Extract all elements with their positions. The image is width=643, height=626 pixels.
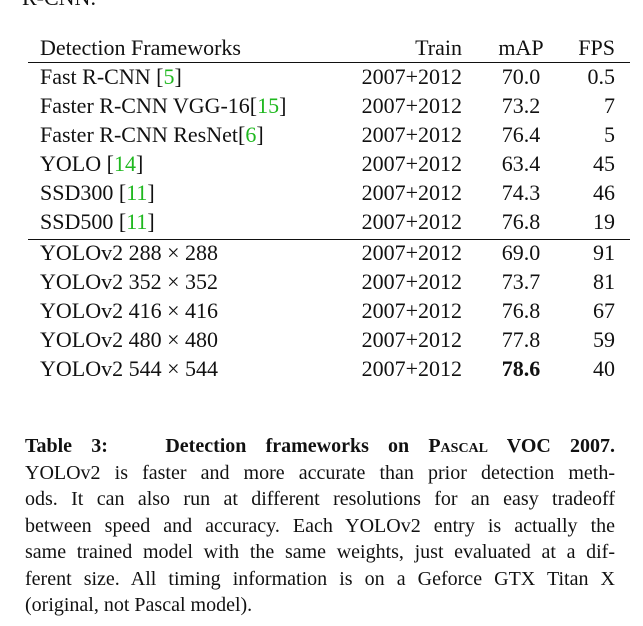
fps-cell: 5 (604, 122, 615, 147)
row: YOLOv2 544 × 544 2007+2012 78.6 40 (40, 354, 615, 383)
row: YOLOv2 288 × 288 2007+2012 69.0 91 (40, 238, 615, 267)
row: SSD300 [11] 2007+2012 74.3 46 (40, 178, 615, 207)
name-cell: SSD500 [11] (40, 207, 155, 236)
caption-label: Table 3: (25, 435, 108, 457)
train-cell: 2007+2012 (361, 122, 462, 147)
header-cell: Train (415, 35, 462, 60)
name-text: ] (135, 151, 144, 176)
map-cell: 76.4 (501, 122, 541, 147)
map-cell: 73.7 (501, 269, 541, 294)
caption-line: same trained model with the same weights… (25, 541, 615, 563)
train-cell: 2007+2012 (361, 180, 462, 205)
map-cell: 78.6 (501, 356, 541, 381)
name-text: SSD300 [ (40, 180, 127, 205)
train-cell: 2007+2012 (361, 64, 462, 89)
fps-cell: 0.5 (587, 64, 616, 89)
row: YOLO [14] 2007+2012 63.4 45 (40, 149, 615, 178)
train-cell: 2007+2012 (361, 151, 462, 176)
name-text: SSD500 [ (40, 209, 127, 234)
map-cell: 69.0 (501, 240, 541, 265)
name-cell: YOLOv2 416 × 416 (40, 296, 218, 325)
name-text: YOLOv2 416 × 416 (40, 298, 219, 323)
row: Faster R-CNN ResNet[6] 2007+2012 76.4 5 (40, 120, 615, 149)
header-cell: mAP (498, 35, 544, 60)
citation: 6 (245, 122, 257, 147)
caption-line: (original, not Pascal model). (25, 594, 253, 616)
name-cell: YOLOv2 480 × 480 (40, 325, 218, 354)
rule (28, 62, 630, 63)
fps-cell: 59 (593, 327, 615, 352)
citation: 11 (126, 180, 148, 205)
caption-head: Table 3: Detection frameworks on Pascal … (25, 433, 615, 460)
citation: 5 (163, 64, 175, 89)
fps-cell: 45 (593, 151, 615, 176)
caption-line: YOLOv2 is faster and more accurate than … (25, 461, 615, 484)
name-text: Faster R-CNN ResNet[ (40, 122, 246, 147)
name-cell: Fast R-CNN [5] (40, 62, 182, 91)
name-text: YOLOv2 352 × 352 (40, 269, 219, 294)
rule (28, 239, 630, 240)
fps-cell: 7 (604, 93, 615, 118)
name-text: Fast R-CNN [ (40, 64, 164, 89)
fps-cell: 19 (593, 209, 615, 234)
name-text: Faster R-CNN VGG-16[ (40, 93, 258, 118)
train-cell: 2007+2012 (361, 209, 462, 234)
row: Fast R-CNN [5] 2007+2012 70.0 0.5 (40, 62, 615, 91)
map-cell: 74.3 (501, 180, 541, 205)
name-text: ] (279, 93, 287, 118)
name-text: ] (256, 122, 264, 147)
name-cell: YOLO [14] (40, 149, 143, 178)
caption-title: VOC 2007. (506, 435, 615, 457)
caption-title: Detection frameworks on (165, 435, 410, 457)
caption: Table 3: Detection frameworks on Pascal … (25, 433, 615, 619)
name-cell: SSD300 [11] (40, 178, 155, 207)
name-text: ] (174, 64, 182, 89)
map-cell: 76.8 (501, 209, 541, 234)
citation: 15 (257, 93, 280, 118)
name-text: YOLOv2 544 × 544 (40, 356, 219, 381)
name-text: YOLO [ (40, 151, 114, 176)
header-row: Detection Frameworks Train mAP FPS (40, 33, 615, 62)
citation: 11 (126, 209, 148, 234)
cropped-text: R-CNN. (22, 0, 96, 11)
row: Faster R-CNN VGG-16[15] 2007+2012 73.2 7 (40, 91, 615, 120)
row: YOLOv2 352 × 352 2007+2012 73.7 81 (40, 267, 615, 296)
header-cell: Detection Frameworks (40, 35, 241, 60)
name-cell: YOLOv2 352 × 352 (40, 267, 218, 296)
name-cell: YOLOv2 288 × 288 (40, 238, 218, 267)
name-cell: Faster R-CNN ResNet[6] (40, 120, 264, 149)
map-cell: 63.4 (501, 151, 541, 176)
name-text: YOLOv2 288 × 288 (40, 240, 219, 265)
caption-line: between speed and accuracy. Each YOLOv2 … (25, 514, 615, 537)
name-cell: Faster R-CNN VGG-16[15] (40, 91, 286, 120)
name-text: ] (147, 180, 155, 205)
train-cell: 2007+2012 (361, 356, 462, 381)
fps-cell: 40 (593, 356, 615, 381)
citation: 14 (113, 151, 136, 176)
train-cell: 2007+2012 (361, 93, 462, 118)
name-text: ] (147, 209, 155, 234)
train-cell: 2007+2012 (361, 327, 462, 352)
row: SSD500 [11] 2007+2012 76.8 19 (40, 207, 615, 236)
train-cell: 2007+2012 (361, 269, 462, 294)
row: YOLOv2 480 × 480 2007+2012 77.8 59 (40, 325, 615, 354)
map-cell: 76.8 (501, 298, 541, 323)
fps-cell: 91 (593, 240, 615, 265)
map-cell: 77.8 (501, 327, 541, 352)
map-cell: 73.2 (501, 93, 541, 118)
caption-line: ferent size. All timing information is o… (25, 567, 615, 590)
name-text: YOLOv2 480 × 480 (40, 327, 219, 352)
train-cell: 2007+2012 (361, 240, 462, 265)
header-cell: FPS (578, 35, 615, 60)
train-cell: 2007+2012 (361, 298, 462, 323)
map-cell: 70.0 (501, 64, 541, 89)
fps-cell: 67 (593, 298, 615, 323)
name-cell: YOLOv2 544 × 544 (40, 354, 218, 383)
caption-title: Pascal (428, 435, 488, 457)
row: YOLOv2 416 × 416 2007+2012 76.8 67 (40, 296, 615, 325)
caption-line: ods. It can also run at different resolu… (25, 488, 615, 510)
fps-cell: 46 (593, 180, 615, 205)
fps-cell: 81 (593, 269, 615, 294)
